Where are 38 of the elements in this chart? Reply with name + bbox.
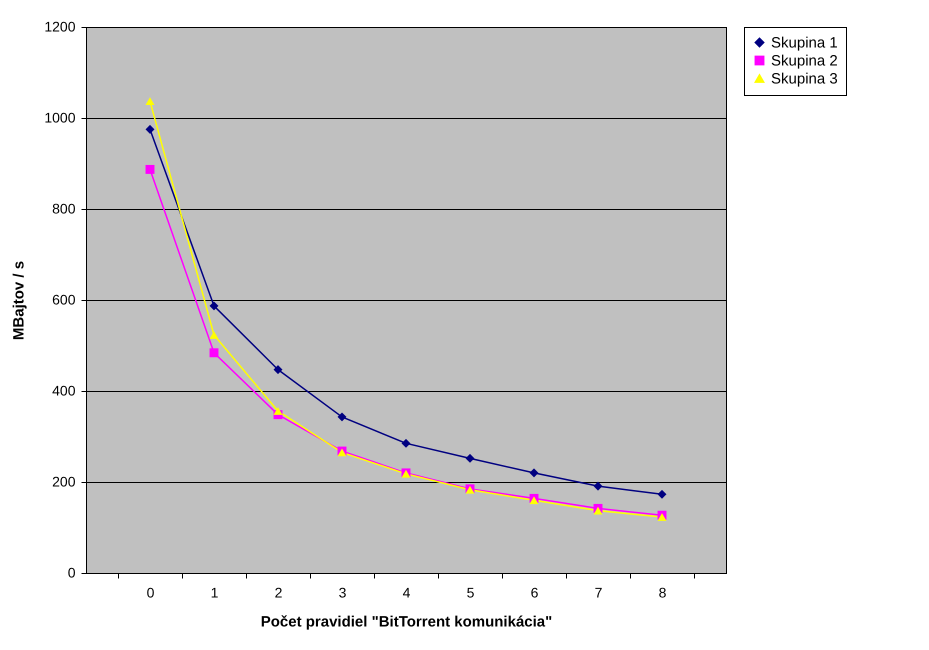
legend-label: Skupina 2 [771,52,838,70]
point [146,124,154,134]
point [146,97,154,106]
point [402,438,410,448]
x-tick-label: 8 [658,584,667,600]
y-tick-label: 600 [52,292,76,308]
point [594,506,602,515]
point [274,365,282,374]
x-axis-title: Počet pravidiel "BitTorrent komunikácia" [260,614,552,630]
point [210,348,218,358]
x-tick-label: 0 [146,584,155,600]
point [530,496,538,504]
legend-label: Skupina 3 [771,70,838,88]
point [658,513,666,521]
point [338,412,346,422]
y-tick-label: 200 [52,474,76,490]
x-tick-label: 2 [274,584,283,600]
point [210,301,218,310]
y-tick-label: 1200 [44,18,76,34]
x-tick-label: 7 [594,584,603,600]
point [594,482,602,491]
point [466,454,474,463]
y-tick-label: 800 [52,200,76,216]
point [210,331,218,339]
y-tick-label: 0 [68,564,76,580]
y-tick-label: 400 [52,382,76,398]
point [658,490,666,499]
x-tick-label: 6 [530,584,539,600]
x-tick-label: 5 [466,584,475,600]
x-tick-label: 1 [210,584,219,600]
legend-label: Skupina 1 [771,34,838,52]
x-tick-label: 3 [338,584,347,600]
y-tick-label: 1000 [44,110,76,126]
point [530,468,538,478]
x-tick-label: 4 [402,584,411,600]
y-axis-title: MBajtov / s [10,260,28,340]
point [146,164,154,174]
point [274,407,282,415]
